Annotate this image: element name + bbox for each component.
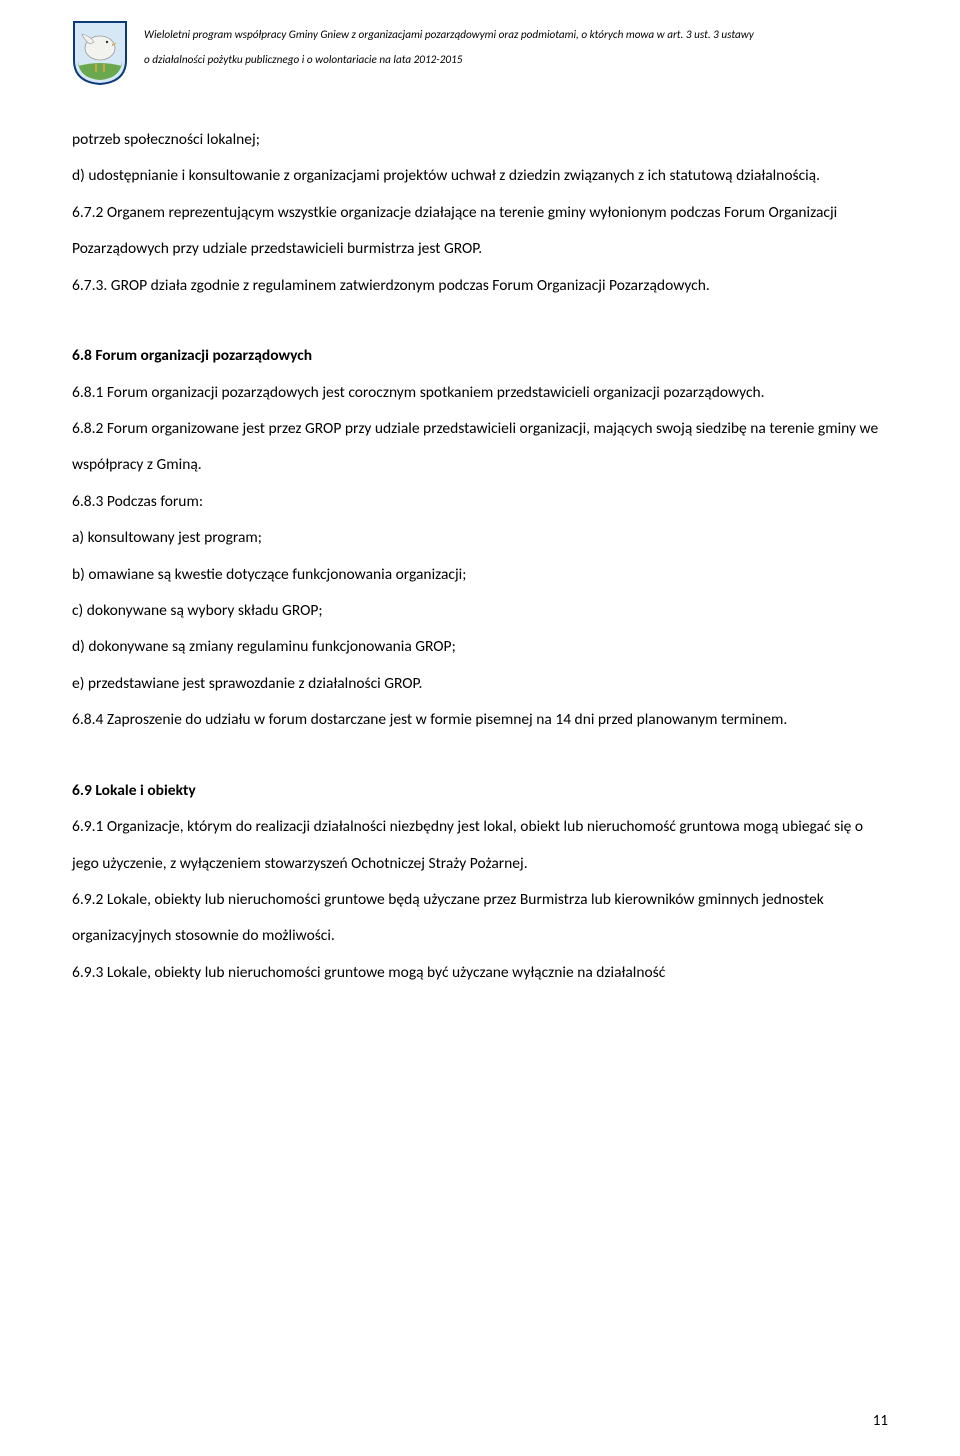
section-heading-68: 6.8 Forum organizacji pozarządowych [72, 338, 888, 374]
header-line-1: Wieloletni program współpracy Gminy Gnie… [144, 23, 754, 48]
page-number: 11 [873, 1412, 888, 1430]
document-header: Wieloletni program współpracy Gminy Gnie… [72, 20, 888, 86]
para: 6.8.2 Forum organizowane jest przez GROP… [72, 411, 888, 484]
header-line-2: o działalności pożytku publicznego i o w… [144, 48, 754, 73]
para: potrzeb społeczności lokalnej; [72, 122, 888, 158]
section-heading-69: 6.9 Lokale i obiekty [72, 773, 888, 809]
para: b) omawiane są kwestie dotyczące funkcjo… [72, 557, 888, 593]
para: 6.9.1 Organizacje, którym do realizacji … [72, 809, 888, 882]
para: c) dokonywane są wybory składu GROP; [72, 593, 888, 629]
para: d) udostępnianie i konsultowanie z organ… [72, 158, 888, 194]
para: 6.9.3 Lokale, obiekty lub nieruchomości … [72, 955, 888, 991]
para: d) dokonywane są zmiany regulaminu funkc… [72, 629, 888, 665]
para: 6.9.2 Lokale, obiekty lub nieruchomości … [72, 882, 888, 955]
crest-icon [72, 20, 128, 86]
para: 6.8.1 Forum organizacji pozarządowych je… [72, 375, 888, 411]
para: 6.7.3. GROP działa zgodnie z regulaminem… [72, 268, 888, 304]
para: 6.8.3 Podczas forum: [72, 484, 888, 520]
para: 6.7.2 Organem reprezentującym wszystkie … [72, 195, 888, 268]
para: 6.8.4 Zaproszenie do udziału w forum dos… [72, 702, 888, 738]
para: e) przedstawiane jest sprawozdanie z dzi… [72, 666, 888, 702]
document-body: potrzeb społeczności lokalnej; d) udostę… [72, 122, 888, 991]
header-text: Wieloletni program współpracy Gminy Gnie… [144, 20, 754, 72]
para: a) konsultowany jest program; [72, 520, 888, 556]
